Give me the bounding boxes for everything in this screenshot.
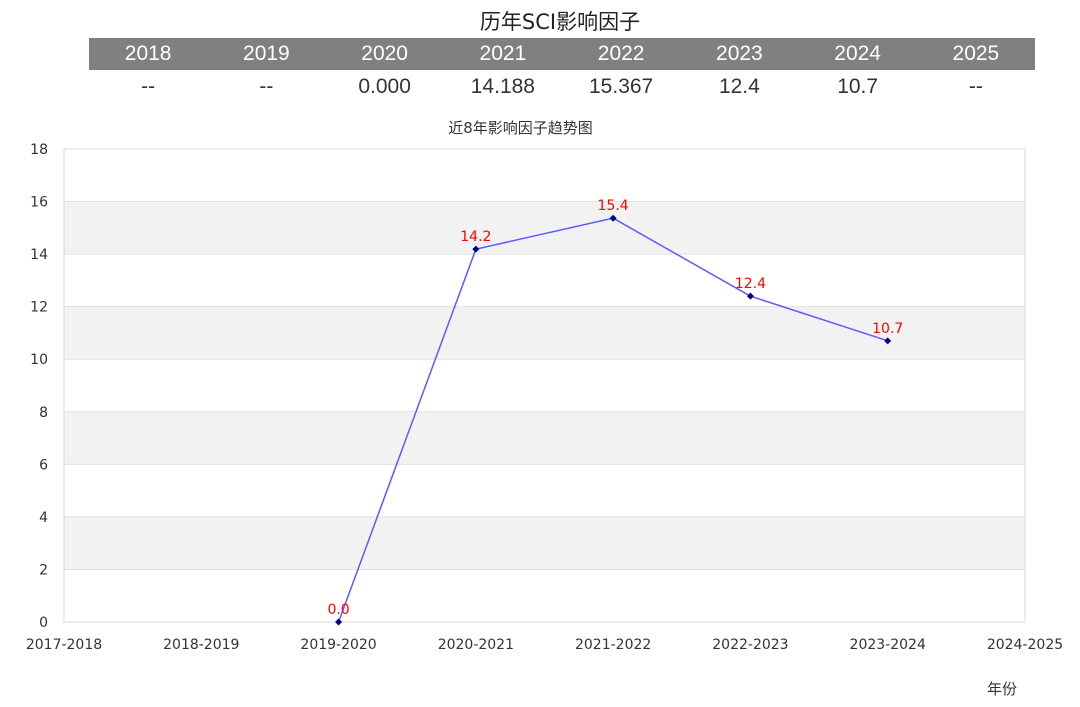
data-label: 14.2 [460, 229, 491, 245]
data-point [884, 337, 892, 345]
x-tick-label: 2023-2024 [850, 637, 926, 653]
table-cell: 15.367 [589, 75, 654, 98]
table-header-cell: 2023 [680, 38, 799, 70]
x-tick-label: 2017-2018 [26, 637, 102, 653]
table-header-cell: 2019 [207, 38, 326, 70]
x-tick-label: 2021-2022 [575, 637, 651, 653]
table-header-cell: 2022 [562, 38, 681, 70]
data-point [335, 618, 343, 626]
y-tick-label: 10 [30, 352, 48, 368]
y-tick-label: 6 [39, 457, 48, 473]
grid-band [64, 201, 1025, 255]
table-cell: -- [259, 75, 274, 98]
table-header-cell: 2021 [443, 38, 562, 70]
page-title: 历年SCI影响因子 [479, 10, 641, 34]
table-cell: 12.4 [718, 75, 760, 98]
table-cell: -- [141, 75, 156, 98]
x-tick-label: 2022-2023 [712, 637, 788, 653]
table-header-row: 2018 2019 2020 2021 2022 2023 2024 2025 [89, 38, 1035, 70]
y-tick-label: 18 [30, 142, 48, 158]
table-header-cell: 2018 [89, 38, 208, 70]
data-label: 10.7 [872, 321, 903, 337]
x-tick-label: 2019-2020 [300, 637, 376, 653]
data-point [609, 214, 617, 222]
data-label: 15.4 [598, 198, 629, 214]
x-tick-label: 2024-2025 [987, 637, 1063, 653]
y-tick-label: 14 [30, 247, 48, 263]
y-tick-label: 12 [30, 300, 48, 316]
data-point [746, 292, 754, 300]
y-tick-label: 4 [39, 510, 48, 526]
table-cell: 14.188 [470, 75, 535, 98]
chart-title: 近8年影响因子趋势图 [448, 119, 593, 137]
grid-band [64, 516, 1025, 570]
table-cell: -- [968, 75, 983, 98]
trend-chart-svg: 近8年影响因子趋势图 0 2 4 6 8 10 12 14 16 18 2017-2018 2018-2… [26, 119, 1063, 698]
y-tick-label: 16 [30, 195, 48, 211]
trend-chart: 近8年影响因子趋势图 0 2 4 6 8 10 12 14 16 18 2017-2018 2018-2… [0, 112, 1080, 707]
impact-factor-table: 2018 2019 2020 2021 2022 2023 2024 2025 … [89, 38, 1035, 104]
grid-band [64, 411, 1025, 465]
data-label: 12.4 [735, 276, 766, 292]
table-row: -- -- 0.000 14.188 15.367 12.4 10.7 -- [89, 70, 1035, 104]
x-tick-label: 2020-2021 [438, 637, 514, 653]
plot-area [63, 148, 1026, 623]
y-tick-label: 0 [39, 615, 48, 631]
x-tick-label: 2018-2019 [163, 637, 239, 653]
table-cell: 10.7 [837, 75, 879, 98]
table-header-cell: 2020 [325, 38, 444, 70]
data-point [472, 245, 480, 253]
table-cell: 0.000 [358, 75, 411, 98]
x-axis-title: 年份 [987, 680, 1017, 698]
table-header-cell: 2024 [798, 38, 917, 70]
table-header-cell: 2025 [916, 38, 1035, 70]
y-tick-label: 2 [39, 562, 48, 578]
data-label: 0.0 [327, 602, 349, 618]
y-tick-label: 8 [39, 405, 48, 421]
